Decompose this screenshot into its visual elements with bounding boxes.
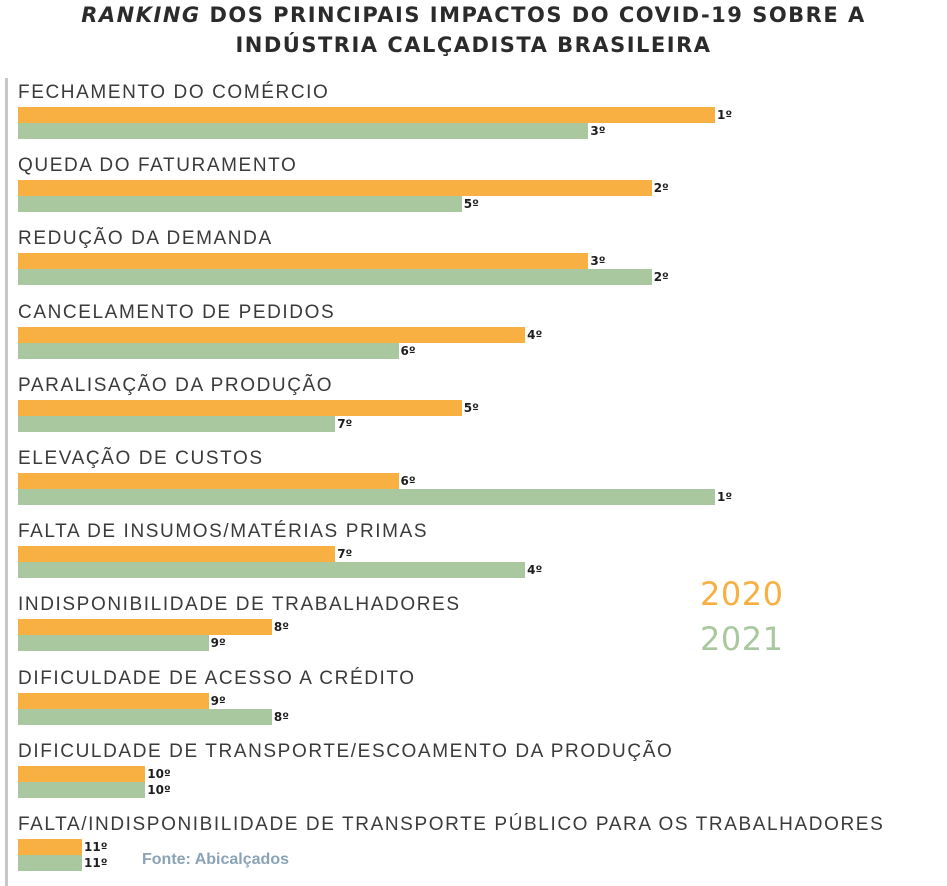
bar-2021	[18, 708, 272, 725]
rank-label-2020: 6º	[400, 474, 416, 488]
category-label: QUEDA DO FATURAMENTO	[18, 155, 298, 177]
chart-title-line2: INDÚSTRIA CALÇADISTA BRASILEIRA	[235, 33, 712, 57]
bar-2021	[18, 342, 399, 359]
legend-2020: 2020	[700, 575, 784, 613]
axis-line	[5, 78, 8, 886]
bar-2021	[18, 123, 589, 139]
rank-label-2021: 3º	[590, 124, 606, 138]
rank-label-2020: 3º	[590, 254, 606, 269]
bar-2021	[18, 269, 652, 286]
rank-label-2021: 4º	[527, 563, 543, 578]
bar-2020	[18, 326, 526, 343]
bar-2021	[18, 489, 715, 505]
rank-label-2020: 4º	[527, 327, 543, 342]
bar-2020	[18, 180, 652, 197]
rank-label-2021: 9º	[210, 636, 226, 651]
bar-2020	[18, 473, 399, 489]
rank-label-2020: 7º	[337, 547, 353, 562]
bar-2021	[18, 781, 146, 798]
bar-2020	[18, 107, 715, 123]
bar-2021	[18, 415, 336, 432]
rank-label-2020: 11º	[84, 840, 108, 854]
rank-label-2020: 1º	[717, 108, 733, 122]
rank-label-2020: 9º	[210, 693, 226, 708]
category-label: FECHAMENTO DO COMÉRCIO	[18, 82, 330, 103]
rank-label-2020: 2º	[653, 181, 669, 196]
bar-2021	[18, 196, 462, 213]
category-label: FALTA DE INSUMOS/MATÉRIAS PRIMAS	[18, 521, 429, 543]
rank-label-2021: 8º	[273, 709, 290, 724]
bar-2020	[18, 546, 336, 563]
rank-label-2021: 6º	[400, 343, 416, 358]
bar-2021	[18, 562, 526, 579]
bar-2020	[18, 765, 146, 782]
rank-label-2021: 1º	[717, 490, 733, 504]
rank-label-2021: 7º	[337, 416, 353, 431]
bar-2020	[18, 692, 209, 709]
rank-label-2020: 5º	[463, 400, 479, 415]
legend-2021: 2021	[700, 620, 784, 658]
bar-2021	[18, 635, 209, 652]
rank-label-2021: 11º	[84, 856, 108, 870]
category-label: FALTA/INDISPONIBILIDADE DE TRANSPORTE PÚ…	[18, 814, 885, 835]
chart-title-italic: RANKING	[81, 3, 201, 27]
category-label: REDUÇÃO DA DEMANDA	[18, 228, 273, 250]
bar-2020	[18, 253, 589, 270]
rank-label-2021: 2º	[653, 270, 669, 285]
bar-2020	[18, 619, 272, 636]
chart-title-line1: DOS PRINCIPAIS IMPACTOS DO COVID-19 SOBR…	[200, 3, 866, 27]
bar-2021	[18, 855, 82, 871]
rank-label-2021: 10º	[147, 782, 171, 797]
bar-2020	[18, 839, 82, 855]
bar-2020	[18, 399, 462, 416]
chart-title: RANKING DOS PRINCIPAIS IMPACTOS DO COVID…	[0, 0, 947, 60]
rank-label-2021: 5º	[463, 197, 479, 212]
rank-label-2020: 8º	[273, 620, 290, 635]
category-label: DIFICULDADE DE ACESSO A CRÉDITO	[18, 667, 416, 689]
source-note: Fonte: Abicalçados	[142, 851, 289, 868]
category-label: PARALISAÇÃO DA PRODUÇÃO	[18, 374, 334, 396]
category-label: ELEVAÇÃO DE CUSTOS	[18, 448, 264, 469]
category-label: CANCELAMENTO DE PEDIDOS	[18, 301, 336, 323]
category-label: INDISPONIBILIDADE DE TRABALHADORES	[18, 594, 461, 616]
rank-label-2020: 10º	[147, 766, 171, 781]
category-label: DIFICULDADE DE TRANSPORTE/ESCOAMENTO DA …	[18, 740, 674, 762]
